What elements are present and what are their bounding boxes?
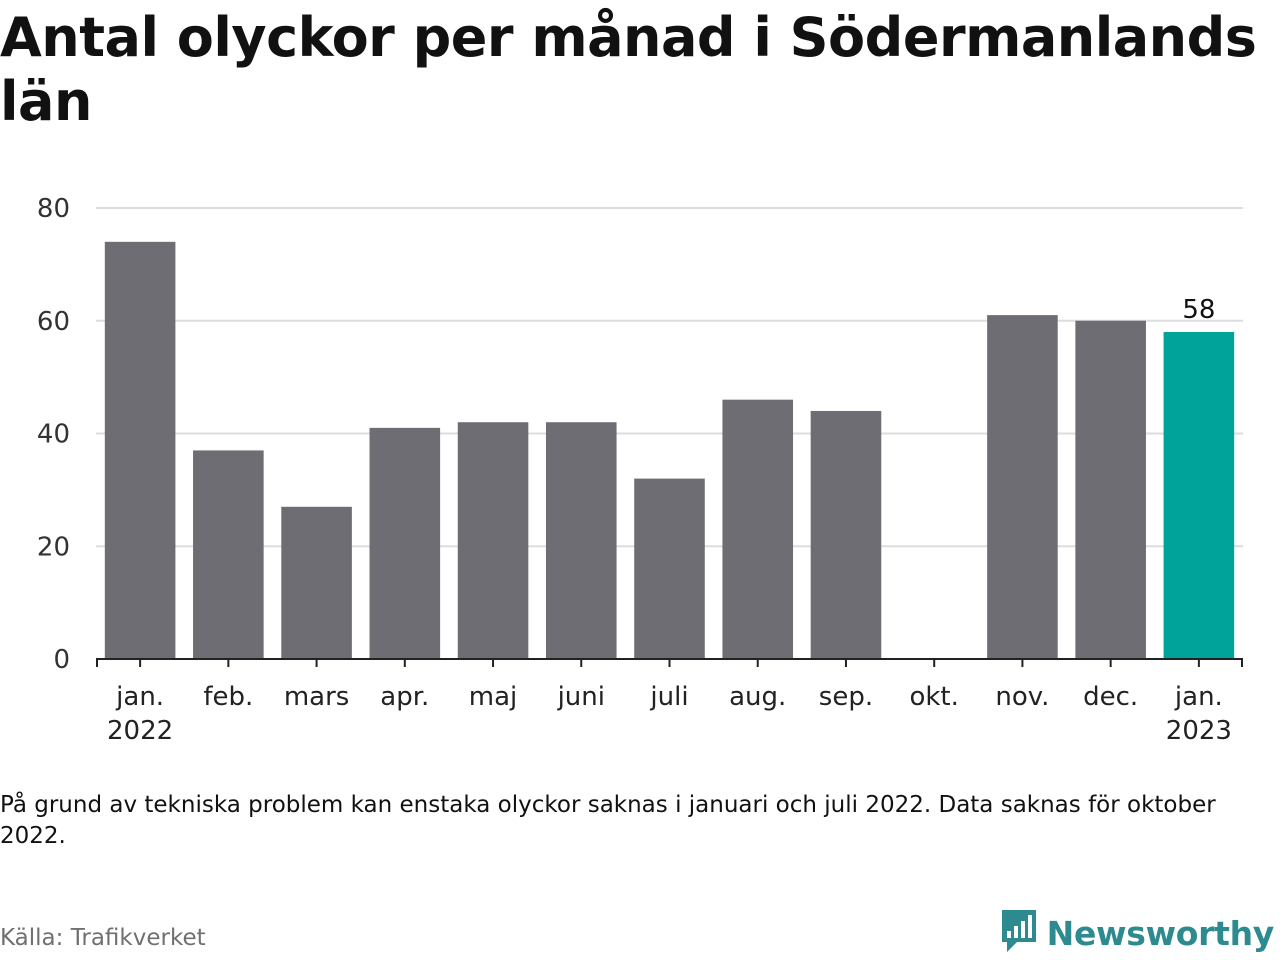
bar-12 [1075,320,1146,659]
source-text: Källa: Trafikverket [0,925,206,951]
data-labels: 58 [1182,295,1215,325]
newsworthy-logo-icon [999,907,1039,959]
x-tick-label: okt. [909,682,958,712]
x-tick-label: dec. [1083,682,1138,712]
x-tick-label: nov. [995,682,1049,712]
bar-1 [104,241,176,659]
y-tick-label: 20 [37,532,70,562]
x-tick-label: jan. [1174,682,1223,712]
y-axis-ticks: 0 20 40 60 80 [37,194,70,675]
y-tick-label: 80 [37,194,70,224]
bar-5 [457,422,529,659]
bar-7 [634,478,705,659]
x-tick-label: juni [557,682,605,712]
x-tick-label: maj [469,682,517,712]
brand-logo: Newsworthy [999,908,1274,958]
x-tick-year-label: 2022 [107,716,173,746]
x-tick-label: apr. [380,682,429,712]
x-axis-labels: jan. 2022 feb. mars apr. maj juni juli aug. sep. o… [107,682,1232,746]
bar-4 [369,427,441,659]
bars [104,241,1235,659]
chart-title: Antal olyckor per månad i Södermanlands … [0,6,1257,133]
y-tick-label: 0 [53,645,70,675]
bar-9 [810,410,882,659]
x-tick-label: juli [649,682,688,712]
x-tick-label: aug. [729,682,786,712]
bar-2 [193,450,264,659]
bar-11 [987,315,1058,659]
x-tick-label: jan. [115,682,164,712]
x-tick-label: mars [284,682,350,712]
y-tick-label: 40 [37,420,70,450]
y-tick-label: 60 [37,307,70,337]
x-axis [96,658,1243,667]
bar-3 [281,506,352,659]
x-tick-label: feb. [203,682,253,712]
brand-name: Newsworthy [1046,913,1275,953]
data-label: 58 [1182,295,1215,325]
bar-13 [1163,332,1235,659]
x-tick-year-label: 2023 [1166,716,1232,746]
x-tick-label: sep. [819,682,873,712]
chart-note: På grund av tekniska problem kan enstaka… [0,792,1216,849]
bar-chart: 0 20 40 60 80 jan. 2022 feb. mars apr. maj juni jul… [37,194,1243,746]
bar-8 [722,399,794,659]
bar-6 [545,422,617,659]
